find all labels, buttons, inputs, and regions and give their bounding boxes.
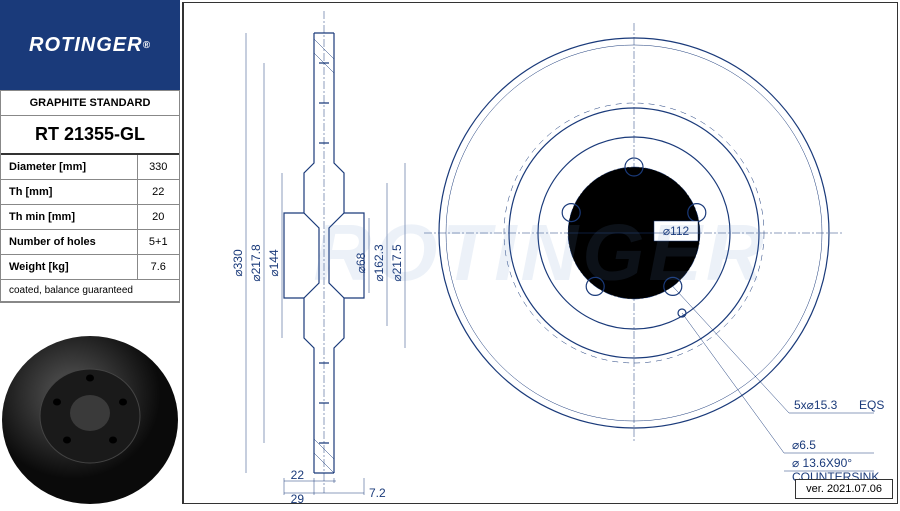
table-row: Th [mm]22 <box>1 180 179 205</box>
table-row: Th min [mm]20 <box>1 205 179 230</box>
logo-text: ROTINGER® <box>29 34 151 57</box>
dim-29: 29 <box>291 492 305 505</box>
dim-pcd: ⌀112 <box>663 224 690 238</box>
dim-d217-5: ⌀217.5 <box>390 244 404 282</box>
table-row: Number of holes5+1 <box>1 230 179 255</box>
part-number: RT 21355-GL <box>1 116 179 155</box>
dim-d144: ⌀144 <box>267 249 281 277</box>
spec-header: GRAPHITE STANDARD <box>1 91 179 116</box>
spec-panel: GRAPHITE STANDARD RT 21355-GL Diameter [… <box>0 90 180 303</box>
label-eqs: EQS <box>859 398 884 412</box>
version-label: ver. 2021.07.06 <box>795 479 893 499</box>
dim-d217-8: ⌀217.8 <box>249 244 263 282</box>
dim-22: 22 <box>291 468 305 482</box>
spec-footer: coated, balance guaranteed <box>1 280 179 302</box>
logo-box: ROTINGER® <box>0 0 180 90</box>
dim-small-hole: ⌀6.5 <box>792 438 816 452</box>
dim-d68: ⌀68 <box>354 252 368 273</box>
dim-csink: ⌀ 13.6X90° <box>792 456 852 470</box>
dim-72: 7.2 <box>369 486 386 500</box>
technical-drawing: ⌀330 ⌀217.8 ⌀144 ⌀68 ⌀162.3 ⌀217.5 22 29… <box>184 3 900 505</box>
table-row: Weight [kg]7.6 <box>1 255 179 280</box>
table-row: Diameter [mm]330 <box>1 155 179 180</box>
dim-bolt: 5x⌀15.3 <box>794 398 838 412</box>
spec-table: Diameter [mm]330 Th [mm]22 Th min [mm]20… <box>1 155 179 280</box>
drawing-area: ROTINGER <box>182 2 898 504</box>
dim-d162-3: ⌀162.3 <box>372 244 386 282</box>
dim-d330: ⌀330 <box>231 249 245 277</box>
product-image <box>0 320 180 506</box>
